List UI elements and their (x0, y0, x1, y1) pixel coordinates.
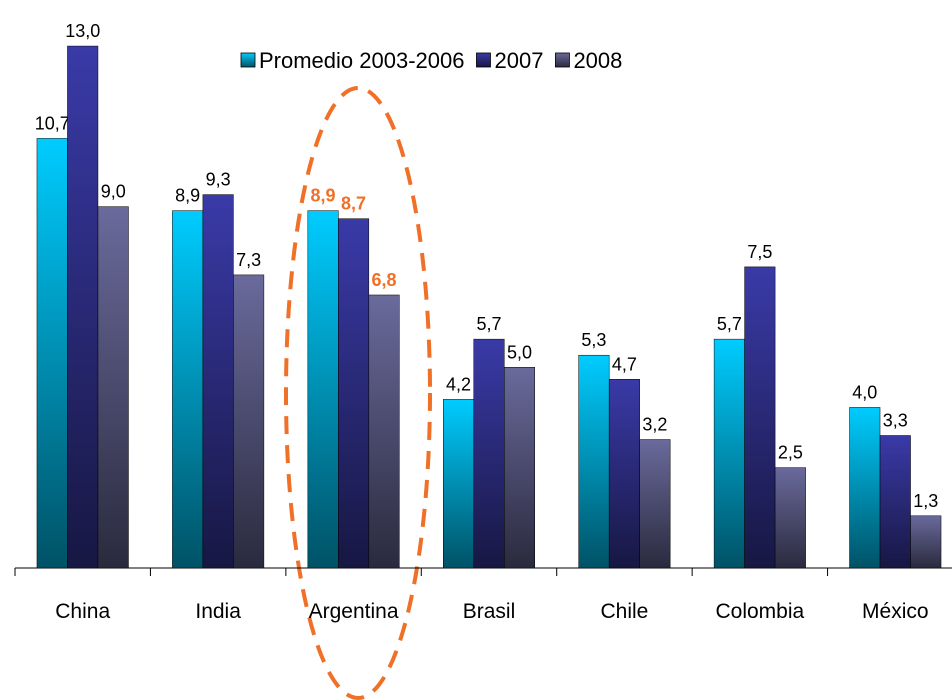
data-label: 3,3 (883, 411, 908, 431)
data-label: 7,3 (236, 250, 261, 270)
x-tick-label: China (55, 600, 110, 623)
bar (849, 407, 881, 569)
data-label: 5,0 (507, 342, 532, 362)
bar (172, 210, 204, 569)
bar (713, 338, 745, 569)
data-label: 5,7 (476, 314, 501, 334)
bar (233, 274, 265, 569)
bar (202, 194, 234, 569)
data-label: 6,8 (372, 270, 397, 290)
data-label: 4,7 (612, 354, 637, 374)
bar (338, 218, 370, 569)
legend-swatch (476, 52, 491, 68)
bar (578, 354, 610, 569)
data-label: 2,5 (778, 443, 803, 463)
data-label: 13,0 (65, 21, 100, 41)
legend-swatch (240, 52, 256, 68)
x-tick-label: Chile (600, 600, 648, 623)
bar (910, 515, 942, 569)
bar (608, 379, 640, 569)
bar (443, 399, 474, 569)
bar (639, 439, 671, 569)
highlight-ellipse (284, 86, 432, 700)
legend-label: Promedio 2003-2006 (259, 48, 464, 73)
data-label: 4,0 (852, 382, 877, 402)
legend-label: 2007 (494, 48, 543, 73)
data-label: 3,2 (642, 415, 667, 435)
data-label: 8,9 (175, 186, 200, 206)
bar (307, 210, 339, 569)
data-label: 4,2 (446, 374, 471, 394)
x-tick-label: Brasil (463, 600, 516, 623)
x-tick-label: Colombia (715, 600, 804, 623)
data-label: 10,7 (35, 113, 70, 133)
data-label: 9,0 (101, 182, 126, 202)
data-label: 8,9 (311, 186, 336, 206)
legend-label: 2008 (573, 48, 622, 73)
data-label: 8,7 (341, 194, 366, 214)
bar (97, 206, 129, 569)
data-label: 5,3 (581, 330, 606, 350)
bar (67, 45, 99, 569)
bar (879, 435, 911, 569)
x-tick-label: India (195, 600, 241, 623)
x-tick-label: México (862, 600, 929, 623)
bar (504, 367, 535, 569)
x-tick-label: Argentina (309, 600, 399, 623)
bar (774, 467, 806, 569)
data-label: 5,7 (717, 314, 742, 334)
bar (368, 294, 400, 569)
data-label: 9,3 (206, 170, 231, 190)
data-label: 1,3 (913, 491, 938, 511)
bar (36, 138, 68, 569)
legend-swatch (555, 52, 570, 68)
bar (744, 266, 776, 569)
data-label: 7,5 (747, 242, 772, 262)
bar (473, 338, 505, 569)
